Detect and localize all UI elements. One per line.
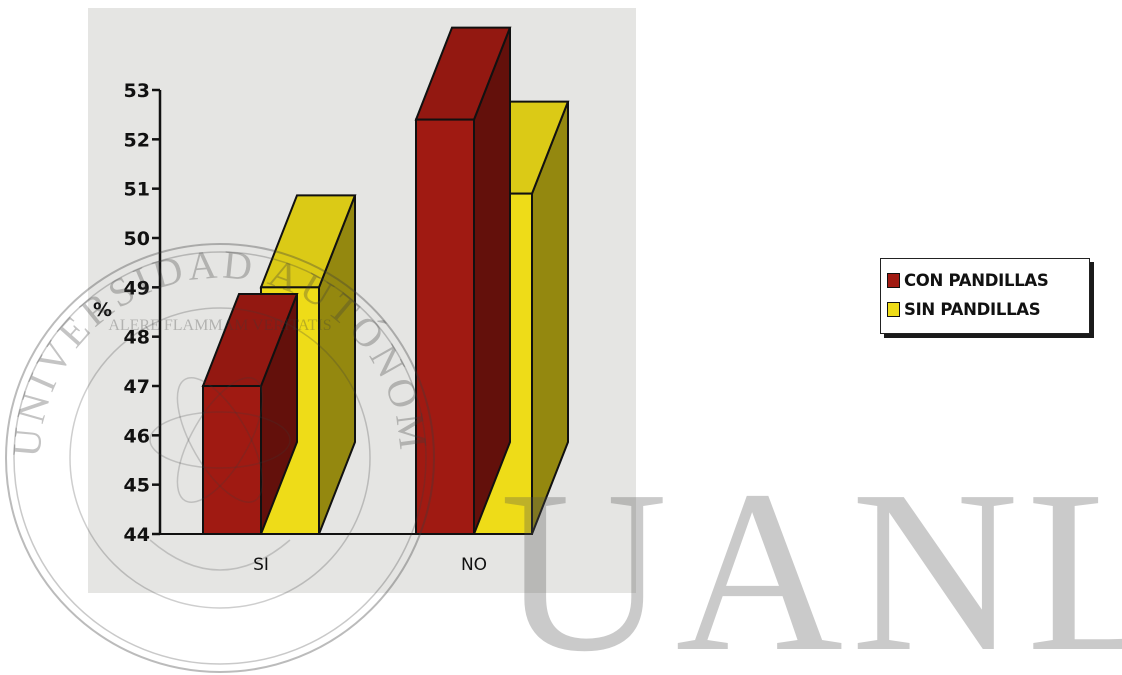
y-tick-label: 53 — [124, 80, 150, 102]
y-tick-label: 49 — [124, 277, 150, 299]
bar-con-pandillas-no — [415, 118, 475, 535]
legend-label-con-pandillas: CON PANDILLAS — [904, 271, 1049, 290]
bar-con-pandillas-si — [202, 385, 262, 535]
y-tick-label: 48 — [124, 327, 150, 349]
x-category-label: NO — [461, 555, 487, 575]
y-tick-label: 46 — [124, 425, 150, 447]
legend-item-sin-pandillas: SIN PANDILLAS — [887, 295, 1083, 324]
y-tick-label: 47 — [124, 376, 150, 398]
y-tick-label: 45 — [124, 475, 150, 497]
legend-swatch-sin-pandillas — [887, 302, 900, 317]
chart-legend: CON PANDILLAS SIN PANDILLAS — [880, 258, 1090, 334]
legend-item-con-pandillas: CON PANDILLAS — [887, 266, 1083, 295]
uanl-watermark-text: UANL — [500, 468, 1122, 675]
legend-swatch-con-pandillas — [887, 273, 900, 288]
y-axis-label: % — [93, 299, 112, 321]
seal-motto-text: ALERE FLAMMAM VERITATIS — [108, 317, 331, 334]
x-category-label: SI — [253, 555, 269, 575]
legend-label-sin-pandillas: SIN PANDILLAS — [904, 300, 1041, 319]
bar-chart: 44 45 46 47 48 49 50 51 52 53% SI NO — [93, 26, 570, 575]
chart-panel: 44 45 46 47 48 49 50 51 52 53% SI NO — [88, 8, 636, 593]
y-tick-label: 44 — [124, 524, 150, 546]
y-tick-label: 52 — [124, 129, 150, 151]
y-tick-label: 51 — [124, 179, 150, 201]
y-tick-label: 50 — [124, 228, 150, 250]
